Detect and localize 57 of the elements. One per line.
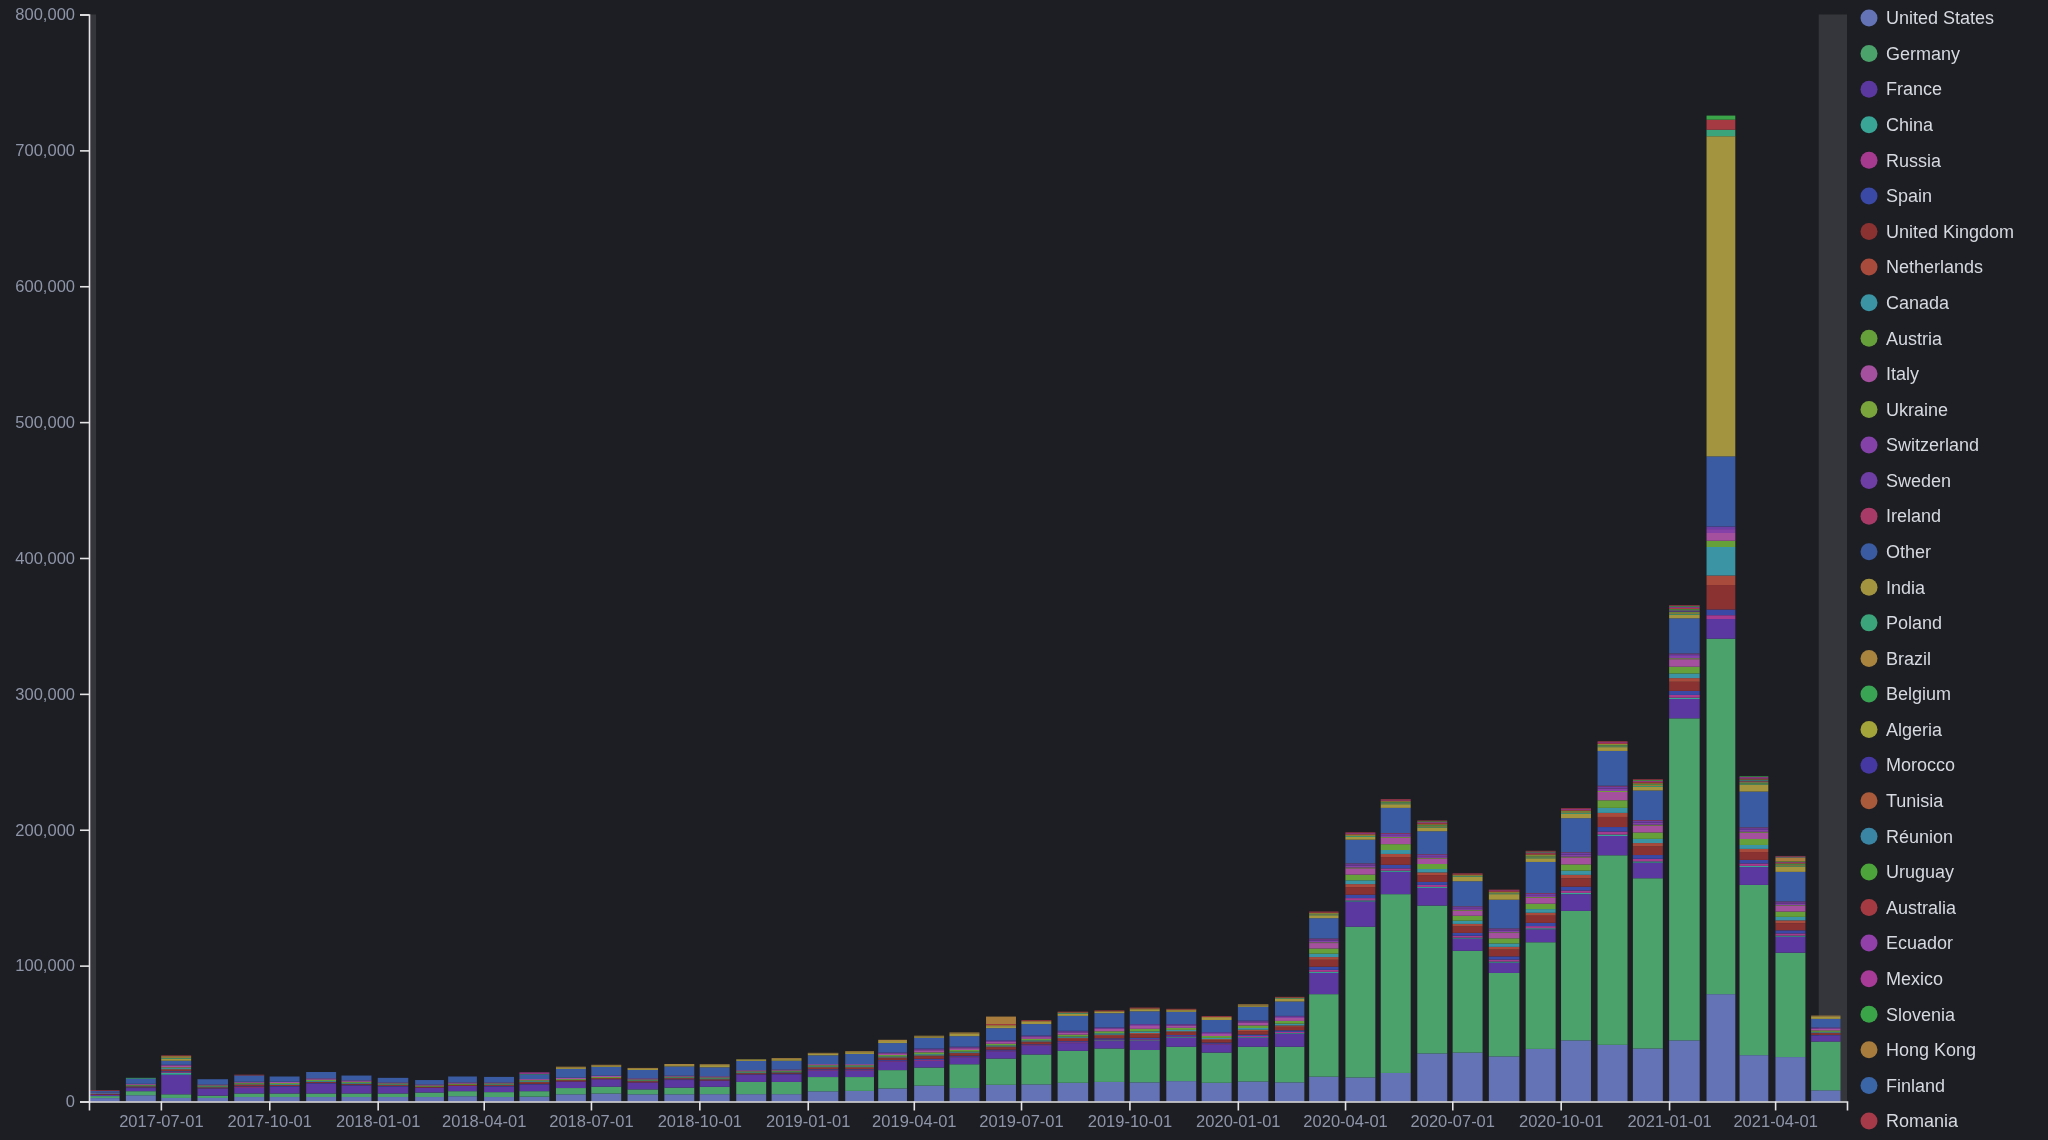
y-tick-label: 300,000 xyxy=(15,684,75,703)
x-tick-label: 2018-01-01 xyxy=(335,1112,421,1131)
legend-label: India xyxy=(1886,577,1927,598)
legend-label: Russia xyxy=(1886,150,1943,171)
x-tick-label: 2020-01-01 xyxy=(1196,1112,1281,1131)
y-tick-label: 500,000 xyxy=(15,412,75,431)
legend-label: Algeria xyxy=(1886,719,1944,740)
y-tick-label: 0 xyxy=(65,1092,75,1111)
legend-label: China xyxy=(1886,115,1935,136)
legend-label: Morocco xyxy=(1886,755,1956,776)
legend-label: United Kingdom xyxy=(1886,221,2015,242)
legend-label: Germany xyxy=(1886,43,1961,64)
legend-label: Switzerland xyxy=(1886,435,1980,456)
legend-label: Tunisia xyxy=(1886,791,1945,812)
x-tick-label: 2021-04-01 xyxy=(1733,1112,1818,1131)
legend-label: Ecuador xyxy=(1886,933,1954,954)
x-tick-label: 2021-01-01 xyxy=(1627,1112,1712,1131)
y-tick-label: 600,000 xyxy=(15,277,75,296)
x-tick-label: 2017-10-01 xyxy=(227,1112,312,1131)
y-tick-label: 200,000 xyxy=(15,820,75,839)
legend-label: Hong Kong xyxy=(1886,1040,1977,1061)
legend-label: Italy xyxy=(1886,364,1920,385)
legend-label: Belgium xyxy=(1886,684,1952,705)
x-tick-label: 2020-04-01 xyxy=(1303,1112,1388,1131)
legend-label: Austria xyxy=(1886,328,1944,349)
legend-label: Poland xyxy=(1886,613,1943,634)
legend-label: Uruguay xyxy=(1886,862,1955,883)
x-tick-label: 2019-07-01 xyxy=(979,1112,1064,1131)
y-tick-label: 800,000 xyxy=(15,5,75,24)
legend-label: Ireland xyxy=(1886,506,1942,527)
x-tick-label: 2017-07-01 xyxy=(119,1112,204,1131)
x-tick-label: 2019-10-01 xyxy=(1087,1112,1173,1131)
x-tick-label: 2020-07-01 xyxy=(1410,1112,1495,1131)
legend-label: Other xyxy=(1886,542,1932,563)
legend-label: Ukraine xyxy=(1886,399,1949,420)
legend-label: Brazil xyxy=(1886,648,1932,669)
legend-label: Canada xyxy=(1886,292,1951,313)
y-tick-label: 400,000 xyxy=(15,548,75,567)
x-tick-label: 2020-10-01 xyxy=(1518,1112,1604,1131)
legend-label: Spain xyxy=(1886,186,1933,207)
x-tick-label: 2018-04-01 xyxy=(442,1112,527,1131)
legend-label: Finland xyxy=(1886,1075,1946,1096)
legend-label: Sweden xyxy=(1886,470,1952,491)
y-tick-label: 700,000 xyxy=(15,141,75,160)
legend-label: Mexico xyxy=(1886,968,1944,989)
legend-label: Slovenia xyxy=(1886,1004,1957,1025)
x-tick-label: 2018-07-01 xyxy=(549,1112,634,1131)
y-tick-label: 100,000 xyxy=(15,956,75,975)
legend-label: Romania xyxy=(1886,1111,1960,1132)
x-tick-label: 2018-10-01 xyxy=(657,1112,743,1131)
legend-label: Netherlands xyxy=(1886,257,1984,278)
x-tick-label: 2019-04-01 xyxy=(872,1112,957,1131)
legend-label: United States xyxy=(1886,8,1995,29)
x-tick-label: 2019-01-01 xyxy=(766,1112,851,1131)
legend-label: France xyxy=(1886,79,1943,100)
legend-label: Réunion xyxy=(1886,826,1954,847)
legend-label: Australia xyxy=(1886,897,1958,918)
